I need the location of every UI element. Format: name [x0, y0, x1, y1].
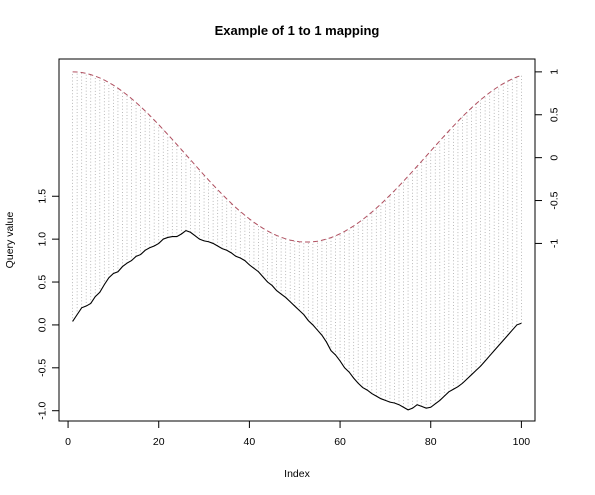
y-right-tick-label: -0.5	[549, 191, 561, 209]
y-right-tick-label: 0	[549, 155, 561, 161]
x-tick-label: 20	[153, 436, 165, 448]
reference-series-line	[72, 71, 522, 243]
x-tick-label: 80	[425, 436, 437, 448]
mapping-lines	[72, 71, 522, 410]
y-left-tick-label: -0.5	[37, 359, 49, 377]
x-tick-label: 60	[334, 436, 346, 448]
chart-title: Example of 1 to 1 mapping	[215, 23, 380, 38]
y-left-tick-label: -1.0	[37, 402, 49, 420]
y-axis-label: Query value	[4, 212, 16, 269]
y-left-tick-label: 1.5	[37, 189, 49, 204]
y-left-tick-label: 0.0	[37, 317, 49, 332]
y-right-tick-label: 0.5	[549, 107, 561, 122]
x-tick-label: 40	[244, 436, 256, 448]
x-tick-label: 0	[65, 436, 71, 448]
plot-frame	[58, 58, 536, 422]
y-right-tick-label: 1	[549, 69, 561, 75]
y-left-tick-label: 1.0	[37, 232, 49, 247]
query-series-line	[72, 229, 522, 411]
y-left-tick-label: 0.5	[37, 275, 49, 290]
plot-layer	[72, 71, 522, 411]
axes-layer: 0 20 40 60 80 100 -1.0 -0.5 0.0 0.5 1.0 1.5 -1 -0.5 0 0…	[37, 69, 561, 448]
x-axis-label: Index	[284, 468, 310, 480]
y-right-tick-label: -1	[549, 239, 561, 248]
x-tick-label: 100	[513, 436, 531, 448]
